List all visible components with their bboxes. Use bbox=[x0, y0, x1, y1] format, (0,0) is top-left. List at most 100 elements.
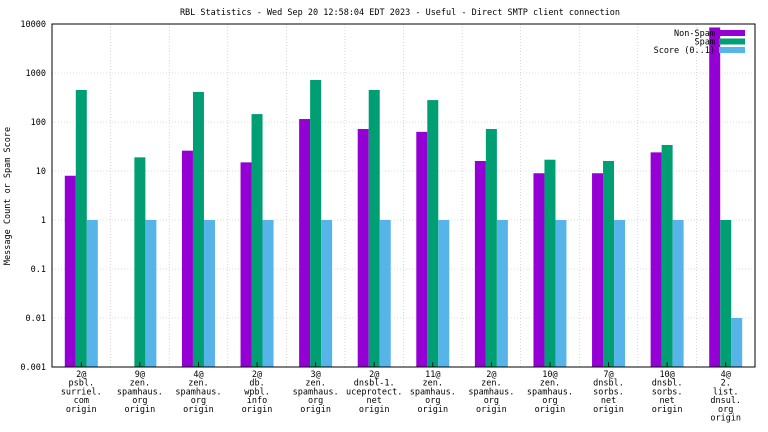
grid bbox=[52, 24, 755, 367]
x-tick-label: 7@ bbox=[603, 370, 613, 380]
x-tick-label: list. bbox=[713, 387, 739, 397]
bar-non-spam bbox=[592, 173, 604, 367]
chart-title: RBL Statistics - Wed Sep 20 12:58:04 EDT… bbox=[180, 8, 620, 18]
bar-non-spam bbox=[416, 131, 428, 367]
bar-spam bbox=[427, 100, 439, 367]
x-tick-label: wpbl. bbox=[244, 387, 270, 397]
bar-score-0-1 bbox=[379, 220, 391, 367]
x-tick-label: 2@ bbox=[252, 370, 262, 380]
x-tick-label: origin bbox=[652, 405, 683, 415]
bar-spam bbox=[134, 157, 146, 367]
y-tick-label: 0.1 bbox=[31, 265, 46, 275]
x-tick-label: 10@ bbox=[542, 370, 557, 380]
y-tick-label: 10 bbox=[36, 167, 46, 177]
x-tick-label: 2. bbox=[721, 379, 731, 389]
bar-score-0-1 bbox=[262, 220, 274, 367]
x-tick-label: origin bbox=[183, 405, 214, 415]
y-tick-label: 0.001 bbox=[20, 363, 46, 373]
x-tick-label: net bbox=[601, 396, 616, 406]
x-tick-label: 4@ bbox=[193, 370, 203, 380]
x-tick-label: origin bbox=[417, 405, 448, 415]
x-tick-label: spamhaus. bbox=[117, 387, 163, 397]
x-tick-label: info bbox=[247, 396, 267, 406]
x-tick-label: origin bbox=[593, 405, 624, 415]
bar-non-spam bbox=[533, 173, 545, 367]
x-tick-label: org bbox=[542, 396, 557, 406]
legend-swatch bbox=[719, 38, 745, 45]
bar-spam bbox=[310, 79, 322, 367]
x-tick-label: db. bbox=[249, 379, 264, 389]
x-tick-label: org bbox=[718, 405, 733, 415]
x-tick-label: 11@ bbox=[425, 370, 440, 380]
bars bbox=[64, 27, 743, 368]
bar-spam bbox=[603, 160, 615, 367]
x-tick-label: origin bbox=[125, 405, 156, 415]
x-tick-label: spamhaus. bbox=[410, 387, 456, 397]
bar-score-0-1 bbox=[672, 220, 684, 367]
legend-label: Score (0..1) bbox=[654, 46, 715, 56]
x-tick-label: sorbs. bbox=[652, 387, 683, 397]
bar-spam bbox=[661, 144, 673, 367]
x-tick-label: dnsbl. bbox=[593, 379, 624, 389]
x-tick-label: com bbox=[74, 396, 89, 406]
x-ticks: 2@psbl.surriel.comorigin9@zen.spamhaus.o… bbox=[61, 362, 741, 424]
x-tick-label: zen. bbox=[481, 379, 501, 389]
bar-non-spam bbox=[240, 162, 252, 367]
bar-spam bbox=[544, 159, 556, 367]
x-tick-label: origin bbox=[476, 405, 507, 415]
y-axis-label: Message Count or Spam Score bbox=[3, 127, 13, 265]
y-tick-label: 1 bbox=[41, 216, 46, 226]
x-tick-label: zen. bbox=[188, 379, 208, 389]
x-tick-label: origin bbox=[66, 405, 97, 415]
x-tick-label: origin bbox=[300, 405, 331, 415]
x-tick-label: 2@ bbox=[369, 370, 379, 380]
x-tick-label: zen. bbox=[540, 379, 560, 389]
x-tick-label: dnsul. bbox=[710, 396, 741, 406]
x-tick-label: org bbox=[132, 396, 147, 406]
bar-non-spam bbox=[474, 160, 486, 367]
bar-non-spam bbox=[64, 175, 76, 367]
x-tick-label: dnsbl-1. bbox=[354, 379, 395, 389]
bar-score-0-1 bbox=[555, 220, 567, 367]
x-tick-label: spamhaus. bbox=[175, 387, 221, 397]
x-tick-label: 2@ bbox=[486, 370, 496, 380]
x-tick-label: org bbox=[425, 396, 440, 406]
y-tick-label: 100 bbox=[31, 118, 46, 128]
bar-score-0-1 bbox=[86, 220, 98, 367]
bar-score-0-1 bbox=[203, 220, 215, 367]
x-tick-label: dnsbl. bbox=[652, 379, 683, 389]
x-tick-label: psbl. bbox=[68, 379, 94, 389]
x-tick-label: spamhaus. bbox=[468, 387, 514, 397]
bar-spam bbox=[251, 114, 263, 368]
x-tick-label: org bbox=[484, 396, 499, 406]
bar-score-0-1 bbox=[614, 220, 626, 367]
bar-score-0-1 bbox=[731, 318, 743, 367]
x-tick-label: origin bbox=[710, 414, 741, 424]
x-tick-label: zen. bbox=[130, 379, 150, 389]
bar-non-spam bbox=[299, 119, 311, 367]
x-tick-label: sorbs. bbox=[593, 387, 624, 397]
bar-score-0-1 bbox=[496, 220, 508, 367]
bar-non-spam bbox=[181, 150, 193, 367]
plot-frame bbox=[51, 23, 756, 368]
x-tick-label: 9@ bbox=[135, 370, 145, 380]
y-tick-label: 1000 bbox=[26, 69, 46, 79]
bar-score-0-1 bbox=[145, 220, 157, 367]
x-tick-label: zen. bbox=[423, 379, 443, 389]
x-tick-label: origin bbox=[535, 405, 566, 415]
bar-spam bbox=[192, 91, 204, 367]
bar-score-0-1 bbox=[438, 220, 450, 367]
x-tick-label: org bbox=[308, 396, 323, 406]
legend-swatch bbox=[719, 30, 745, 36]
x-tick-label: 10@ bbox=[659, 370, 674, 380]
x-tick-label: zen. bbox=[305, 379, 325, 389]
bar-spam bbox=[75, 89, 87, 367]
y-tick-label: 0.01 bbox=[26, 314, 46, 324]
y-ticks: 0.001 0.01 0.1 1 10 100 1000 10000 bbox=[20, 20, 46, 373]
x-tick-label: 4@ bbox=[721, 370, 731, 380]
x-tick-label: 2@ bbox=[76, 370, 86, 380]
bar-non-spam bbox=[650, 152, 662, 367]
legend-swatch bbox=[719, 47, 745, 53]
legend-label: Non-Spam bbox=[674, 29, 715, 39]
